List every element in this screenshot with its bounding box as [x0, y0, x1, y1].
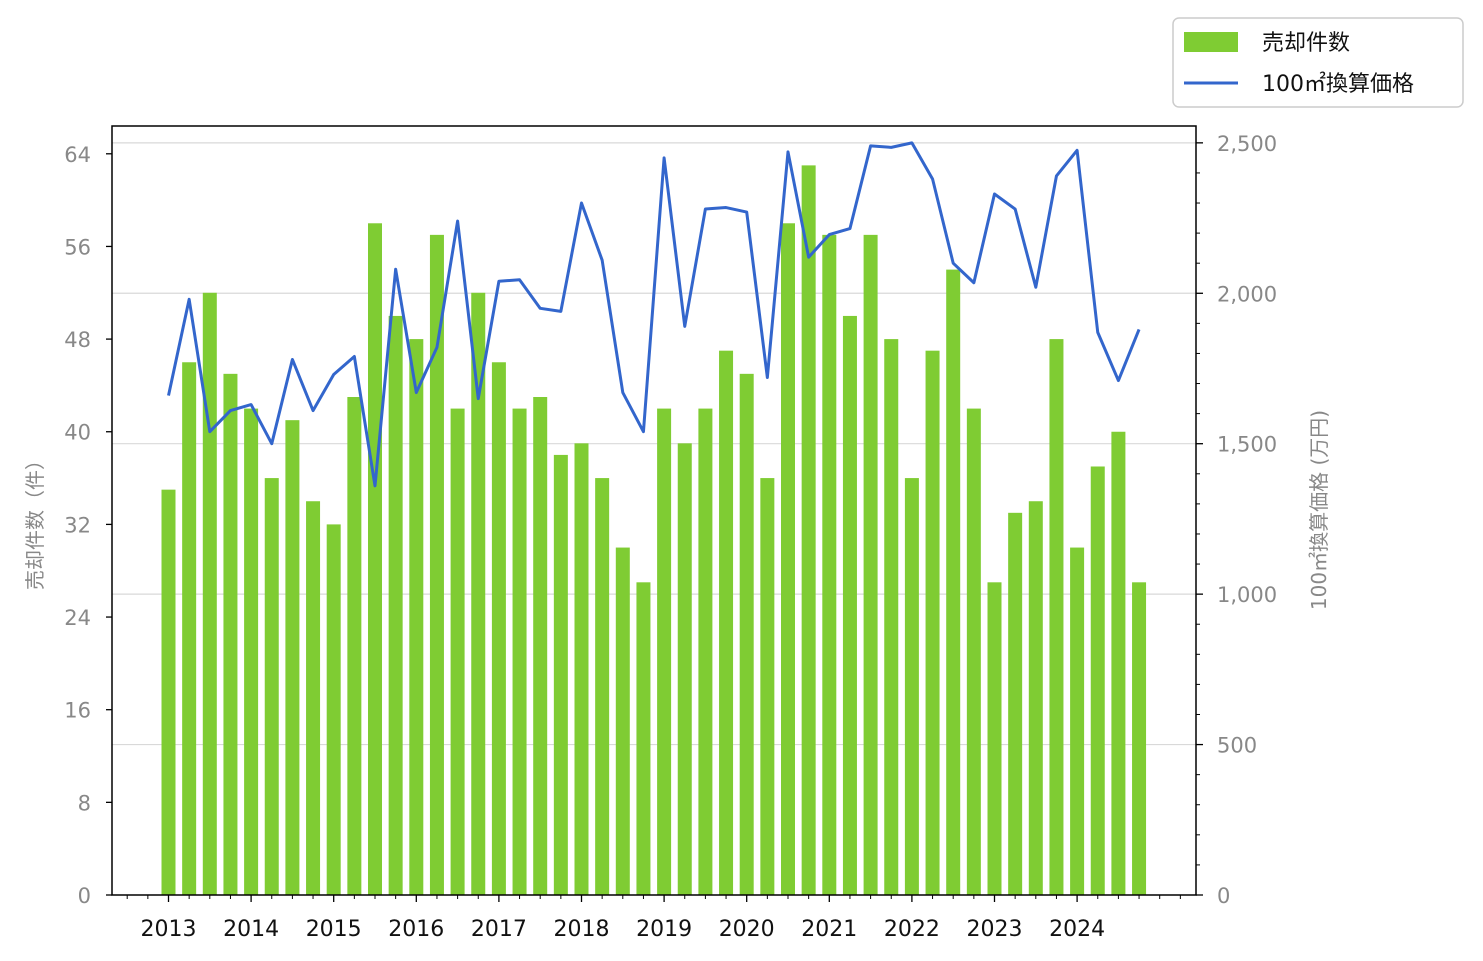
legend-box — [1172, 17, 1464, 108]
bar — [161, 489, 176, 895]
right-axis-label: 100㎡換算価格 (万円) — [1307, 410, 1331, 610]
right-tick-label: 1,000 — [1217, 583, 1277, 607]
right-tick-label: 1,500 — [1217, 433, 1277, 457]
bar — [202, 292, 217, 895]
bar — [636, 582, 651, 895]
bar — [512, 408, 527, 895]
bar — [1111, 431, 1126, 895]
right-axis-ticks: 0 500 1,000 1,500 2,000 2,500 — [1196, 132, 1277, 908]
right-tick-label: 2,000 — [1217, 282, 1277, 306]
x-tick-label: 2015 — [306, 917, 362, 942]
x-tick-label: 2019 — [636, 917, 692, 942]
bar — [326, 524, 341, 895]
left-tick-label: 16 — [64, 699, 91, 723]
bar — [553, 454, 568, 895]
bar — [698, 408, 713, 895]
bar — [904, 478, 919, 895]
bar — [719, 350, 734, 895]
bar — [182, 362, 197, 895]
bar — [863, 234, 878, 896]
bar — [1090, 466, 1105, 895]
bar — [285, 420, 300, 895]
price-line — [167, 141, 1141, 488]
bar — [471, 292, 486, 895]
x-axis-ticks: 2013 2014 2015 2016 2017 2018 2019 2020 2021 2022… — [126, 895, 1181, 942]
left-axis-ticks: 0 8 16 24 32 40 48 56 64 — [64, 143, 112, 908]
bar — [657, 408, 672, 895]
bar — [264, 478, 279, 895]
x-tick-label: 2016 — [388, 917, 444, 942]
left-tick-label: 24 — [64, 606, 91, 630]
left-tick-label: 40 — [64, 421, 91, 445]
bar — [884, 339, 899, 895]
bar — [946, 269, 961, 896]
left-tick-label: 48 — [64, 328, 91, 352]
legend-bar-swatch — [1184, 32, 1238, 52]
bar — [615, 547, 630, 895]
bar — [409, 339, 424, 895]
right-tick-label: 500 — [1217, 734, 1257, 758]
bar — [677, 443, 692, 895]
x-tick-label: 2014 — [223, 917, 279, 942]
bar — [842, 315, 857, 896]
left-tick-label: 64 — [64, 143, 91, 167]
left-tick-label: 32 — [64, 513, 91, 537]
bar — [760, 478, 775, 895]
bar — [1028, 501, 1043, 895]
x-tick-label: 2023 — [967, 917, 1023, 942]
bar — [574, 443, 589, 895]
bar — [925, 350, 940, 895]
bar — [966, 408, 981, 895]
bar-series — [161, 165, 1147, 896]
bar — [1049, 339, 1064, 895]
legend: 売却件数 100㎡換算価格 — [1172, 17, 1464, 108]
left-tick-label: 0 — [78, 884, 91, 908]
right-tick-label: 2,500 — [1217, 132, 1277, 156]
x-tick-label: 2013 — [141, 917, 197, 942]
bar — [429, 234, 444, 896]
bar — [781, 223, 795, 895]
x-tick-label: 2020 — [719, 917, 775, 942]
bar — [533, 397, 548, 895]
legend-label-bar: 売却件数 — [1262, 31, 1350, 56]
bar — [491, 362, 506, 895]
legend-label-line: 100㎡換算価格 — [1262, 71, 1414, 97]
bar — [306, 501, 321, 895]
left-tick-label: 56 — [64, 235, 91, 259]
x-tick-label: 2021 — [801, 917, 857, 942]
bar — [347, 397, 362, 895]
x-tick-label: 2018 — [554, 917, 610, 942]
x-tick-label: 2022 — [884, 917, 940, 942]
bar — [1132, 582, 1147, 895]
x-tick-label: 2024 — [1049, 917, 1105, 942]
left-tick-label: 8 — [78, 791, 91, 815]
right-tick-label: 0 — [1217, 884, 1230, 908]
bar — [1008, 512, 1023, 895]
bar — [595, 478, 610, 895]
bar — [822, 234, 837, 896]
bar — [368, 223, 382, 895]
bar — [801, 165, 816, 895]
bar — [223, 373, 238, 896]
bar — [388, 315, 403, 896]
x-tick-label: 2017 — [471, 917, 527, 942]
line-series — [167, 141, 1141, 488]
left-axis-label: 売却件数（件） — [23, 450, 47, 590]
bar — [244, 408, 259, 895]
plot-frame — [111, 125, 1197, 896]
bar — [987, 582, 1002, 895]
bar — [739, 373, 754, 896]
bar — [1070, 547, 1085, 895]
bar — [450, 408, 465, 895]
